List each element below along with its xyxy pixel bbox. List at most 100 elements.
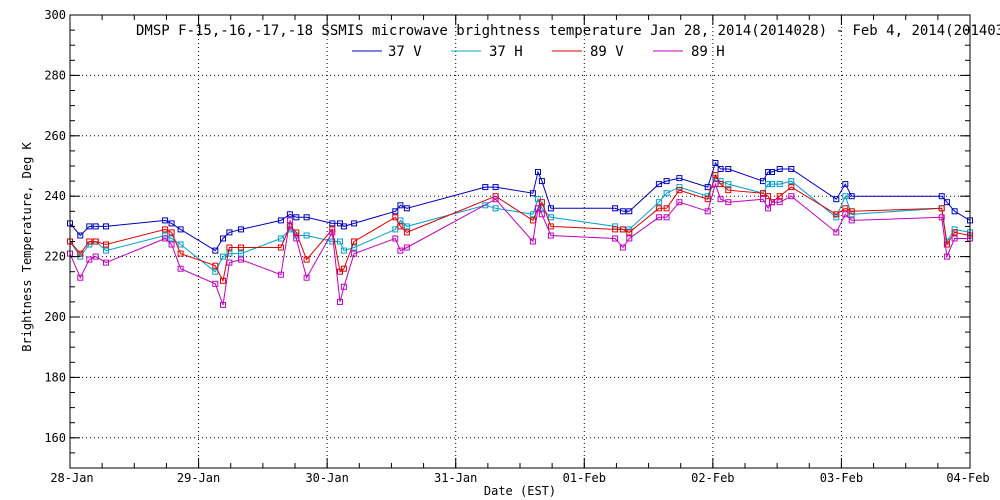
data-point-89h [663,214,670,221]
data-point-89v [162,226,169,233]
data-point-89h [303,274,310,281]
data-point-89v [403,229,410,236]
data-point-89h [612,235,619,242]
data-point-89h [337,298,343,305]
data-point-89v [340,265,347,272]
data-point-89v [392,214,399,221]
data-point-89v [704,196,711,203]
data-point-37h [788,178,795,185]
data-point-89h [712,181,719,188]
data-point-37v [86,223,93,230]
data-point-89v [226,244,233,251]
data-point-37h [842,193,849,200]
data-point-37v [492,184,499,191]
data-point-89h [212,280,219,287]
y-tick-label: 240 [44,189,66,203]
data-point-89h [293,235,300,242]
axis-ticks: 160 180 200 220 240 260 280 300 28-Jan 29-Jan 30-J… [44,8,989,485]
data-point-89v [612,226,619,233]
data-point-89h [842,211,849,218]
data-point-89v [776,193,783,200]
data-point-89h [92,253,99,260]
data-point-37v [392,208,399,215]
data-point-89h [535,205,541,212]
data-point-37h [337,238,343,245]
data-point-89h [162,235,169,242]
data-point-37v [103,223,109,230]
data-point-89v [842,205,849,212]
data-point-37h [663,190,670,197]
data-point-37h [177,241,184,248]
y-tick-label: 300 [44,8,66,22]
data-point-89h [833,229,840,236]
data-point-37h [492,205,499,212]
data-point-37v [765,169,772,175]
data-point-89h [351,250,358,257]
data-point-37v [529,190,536,197]
x-tick-label: 01-Feb [563,471,606,485]
data-point-37v [612,205,619,212]
data-point-89v [303,256,310,263]
data-point-37v [943,199,950,206]
x-tick-label: 28-Jan [50,471,93,485]
x-tick-label: 03-Feb [820,471,863,485]
data-point-37v [397,202,404,209]
data-point-89h [177,265,184,272]
data-point-89h [765,205,772,212]
data-point-89v [538,199,545,206]
data-point-89v [725,187,732,194]
data-point-37v [788,166,795,172]
data-point-37v [226,229,233,236]
data-point-89h [776,199,783,206]
data-point-37h [226,250,233,257]
legend-label-37v: 37 V [388,44,422,60]
y-tick-label: 180 [44,370,66,384]
data-point-37v [351,220,358,227]
data-point-37v [769,169,775,175]
data-point-37v [951,208,958,215]
data-point-37v [340,223,347,230]
data-point-89v [86,238,93,245]
y-tick-label: 280 [44,68,66,82]
data-point-89v [663,205,670,212]
data-point-89h [938,214,945,221]
data-point-37v [277,217,284,224]
data-point-89h [168,241,175,248]
data-point-37v [482,184,489,191]
data-point-89v [177,250,184,257]
data-point-37h [238,250,244,257]
data-point-89v [238,244,244,251]
x-tick-label: 31-Jan [434,471,477,485]
data-point-89h [220,301,226,308]
data-point-37v [220,235,226,242]
data-point-89h [951,235,958,242]
data-point-37v [704,184,711,191]
data-point-89h [286,217,293,224]
x-tick-label: 02-Feb [691,471,734,485]
data-point-37v [717,166,724,172]
data-point-37v [177,226,184,233]
data-point-89h [943,253,950,260]
data-point-89h [626,235,633,242]
data-point-37v [162,217,169,224]
data-point-89v [168,229,175,236]
data-point-37h [547,214,554,221]
data-point-37h [676,184,683,191]
data-point-89h [492,196,499,203]
data-point-89h [676,199,683,206]
data-point-37h [776,181,783,188]
data-point-89h [329,229,336,236]
data-point-89h [760,196,766,203]
data-point-89h [86,256,93,263]
legend: 37 V 37 H 89 V 89 H [352,44,725,60]
data-point-37h [220,253,226,260]
data-point-89h [538,211,545,218]
data-point-37v [303,214,310,221]
data-point-89h [769,199,775,206]
data-point-89v [212,262,219,269]
data-point-37v [676,175,683,182]
data-point-89v [529,217,536,224]
y-tick-label: 160 [44,431,66,445]
y-tick-label: 220 [44,250,66,264]
